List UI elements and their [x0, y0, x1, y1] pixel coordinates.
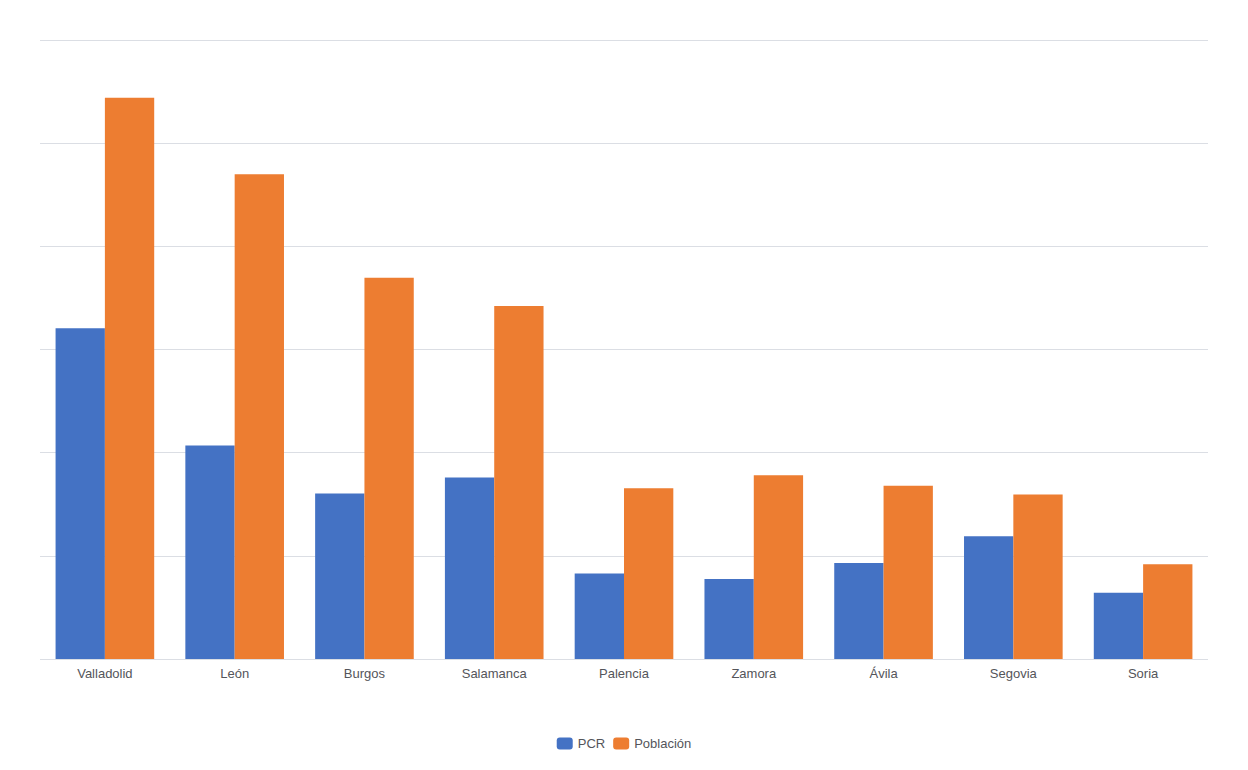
svg-text:Palencia: Palencia — [599, 666, 650, 681]
svg-text:Ávila: Ávila — [869, 666, 898, 681]
svg-text:León: León — [220, 666, 249, 681]
svg-text:Zamora: Zamora — [731, 666, 777, 681]
svg-text:Población: Población — [634, 736, 691, 751]
svg-text:Valladolid: Valladolid — [77, 666, 132, 681]
svg-text:Soria: Soria — [1128, 666, 1159, 681]
svg-text:Burgos: Burgos — [344, 666, 386, 681]
svg-text:Segovia: Segovia — [990, 666, 1038, 681]
svg-text:Salamanca: Salamanca — [462, 666, 528, 681]
svg-text:PCR: PCR — [578, 736, 605, 751]
